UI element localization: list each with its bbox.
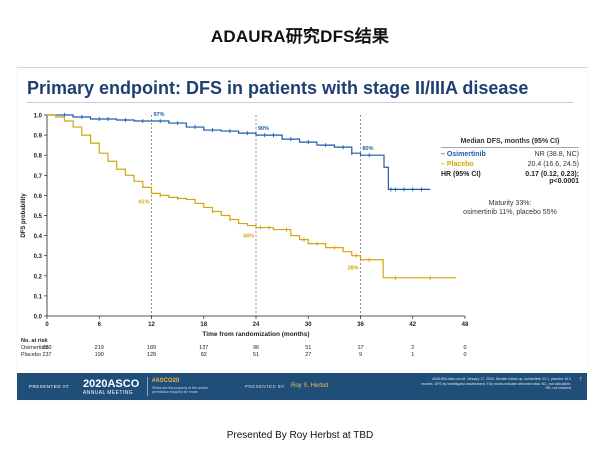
risk-value: 189 — [147, 345, 156, 351]
km-curve-placebo — [47, 114, 457, 279]
slide: Primary endpoint: DFS in patients with s… — [17, 67, 587, 400]
median-dfs-legend: Median DFS, months (95% CI) – Osimertini… — [441, 138, 579, 217]
y-tick-label: 0.8 — [34, 154, 43, 160]
risk-value: 1 — [411, 352, 414, 358]
legend-row-placebo: – Placebo 20.4 (16.6, 24.5) — [441, 161, 579, 168]
y-tick-label: 0.4 — [34, 234, 43, 240]
x-tick-label: 6 — [98, 322, 102, 328]
x-tick-label: 42 — [409, 322, 416, 328]
x-tick-label: 12 — [148, 322, 155, 328]
asco-annual-meeting: ANNUAL MEETING — [83, 390, 133, 396]
risk-row-label: Osimertinib — [21, 345, 49, 351]
slide-footer: PRESENTED AT: 2020ASCO ANNUAL MEETING #A… — [17, 373, 587, 400]
annotation-label: 28% — [347, 266, 358, 272]
legend-placebo-label: – Placebo — [441, 161, 474, 168]
km-chart: 0.00.10.20.30.40.50.60.70.80.91.00 6 12 18 2… — [21, 112, 469, 358]
maturity-line-1: Maturity 33%: — [488, 200, 532, 207]
risk-value: 190 — [95, 352, 104, 358]
maturity-line-2: osimertinib 11%, placebo 55% — [463, 209, 557, 216]
x-tick-label: 18 — [200, 322, 207, 328]
presenter-caption: Presented By Roy Herbst at TBD — [226, 430, 374, 441]
x-tick-label: 30 — [305, 322, 312, 328]
legend-row-osimertinib: – Osimertinib NR (38.8, NC) — [441, 151, 579, 158]
risk-table-title: No. at risk — [21, 338, 49, 344]
data-cutoff-note: ADAURA data cut-off: January 17, 2020. M… — [421, 377, 571, 390]
legend-title: Median DFS, months (95% CI) — [441, 138, 579, 148]
y-tick-label: 0.7 — [34, 174, 43, 180]
legend-hr-value: 0.17 (0.12, 0.23); p<0.0001 — [525, 171, 579, 185]
risk-value: 82 — [201, 352, 207, 358]
risk-value: 128 — [147, 352, 156, 358]
x-tick-label: 48 — [462, 322, 469, 328]
risk-row-label: Placebo — [21, 352, 41, 358]
presented-by-label: PRESENTED BY: — [245, 384, 286, 389]
y-tick-label: 0.9 — [34, 134, 43, 140]
annotation-label: 61% — [138, 199, 149, 205]
slide-heading: Primary endpoint: DFS in patients with s… — [27, 78, 529, 98]
maturity-note: Maturity 33%: osimertinib 11%, placebo 5… — [441, 199, 579, 217]
y-tick-label: 0.1 — [34, 294, 43, 300]
presented-at-label: PRESENTED AT: — [29, 384, 71, 389]
annotation-label: 44% — [243, 234, 254, 240]
heading-divider — [27, 102, 573, 103]
risk-value: 233 — [42, 345, 51, 351]
legend-hr-label: HR (95% CI) — [441, 171, 481, 178]
p-value-text: p<0.0001 — [549, 178, 579, 185]
risk-value: 9 — [359, 352, 362, 358]
legend-osimertinib-value: NR (38.8, NC) — [534, 151, 579, 158]
footer-divider — [147, 377, 148, 396]
asco-logo-text: 2020ASCO — [83, 378, 140, 390]
annotation-label: 90% — [258, 126, 269, 132]
risk-value: 51 — [253, 352, 259, 358]
risk-value: 2 — [411, 345, 414, 351]
risk-value: 51 — [305, 345, 311, 351]
y-tick-label: 0.5 — [34, 214, 43, 220]
risk-value: 96 — [253, 345, 259, 351]
y-tick-label: 0.6 — [34, 194, 43, 200]
risk-value: 237 — [42, 352, 51, 358]
y-tick-label: 0.3 — [34, 254, 43, 260]
x-tick-label: 36 — [357, 322, 364, 328]
annotation-label: 97% — [154, 112, 165, 118]
hashtag-note: Slides are the property of the author, p… — [152, 386, 209, 394]
hashtag: #ASCO20 — [152, 378, 180, 384]
x-tick-label: 24 — [253, 322, 260, 328]
risk-value: 27 — [305, 352, 311, 358]
risk-value: 219 — [95, 345, 104, 351]
presenter-name: Roy S. Herbst — [291, 383, 329, 389]
risk-value: 0 — [463, 345, 466, 351]
risk-value: 0 — [463, 352, 466, 358]
legend-row-hr: HR (95% CI) 0.17 (0.12, 0.23); p<0.0001 — [441, 171, 579, 185]
legend-placebo-value: 20.4 (16.6, 24.5) — [527, 161, 579, 168]
annotation-label: 80% — [363, 146, 374, 152]
risk-value: 17 — [357, 345, 363, 351]
x-tick-label: 0 — [45, 322, 49, 328]
y-tick-label: 0.2 — [34, 274, 43, 280]
page-title: ADAURA研究DFS结果 — [210, 27, 390, 46]
y-tick-label: 0.0 — [34, 315, 43, 321]
y-tick-label: 1.0 — [34, 114, 43, 120]
slide-number: 7 — [579, 377, 582, 383]
legend-osimertinib-label: – Osimertinib — [441, 151, 486, 158]
risk-value: 137 — [199, 345, 208, 351]
y-axis-label: DFS probability — [21, 193, 27, 238]
x-axis-label: Time from randomization (months) — [202, 331, 309, 338]
hr-ci-text: 0.17 (0.12, 0.23); — [525, 171, 579, 178]
